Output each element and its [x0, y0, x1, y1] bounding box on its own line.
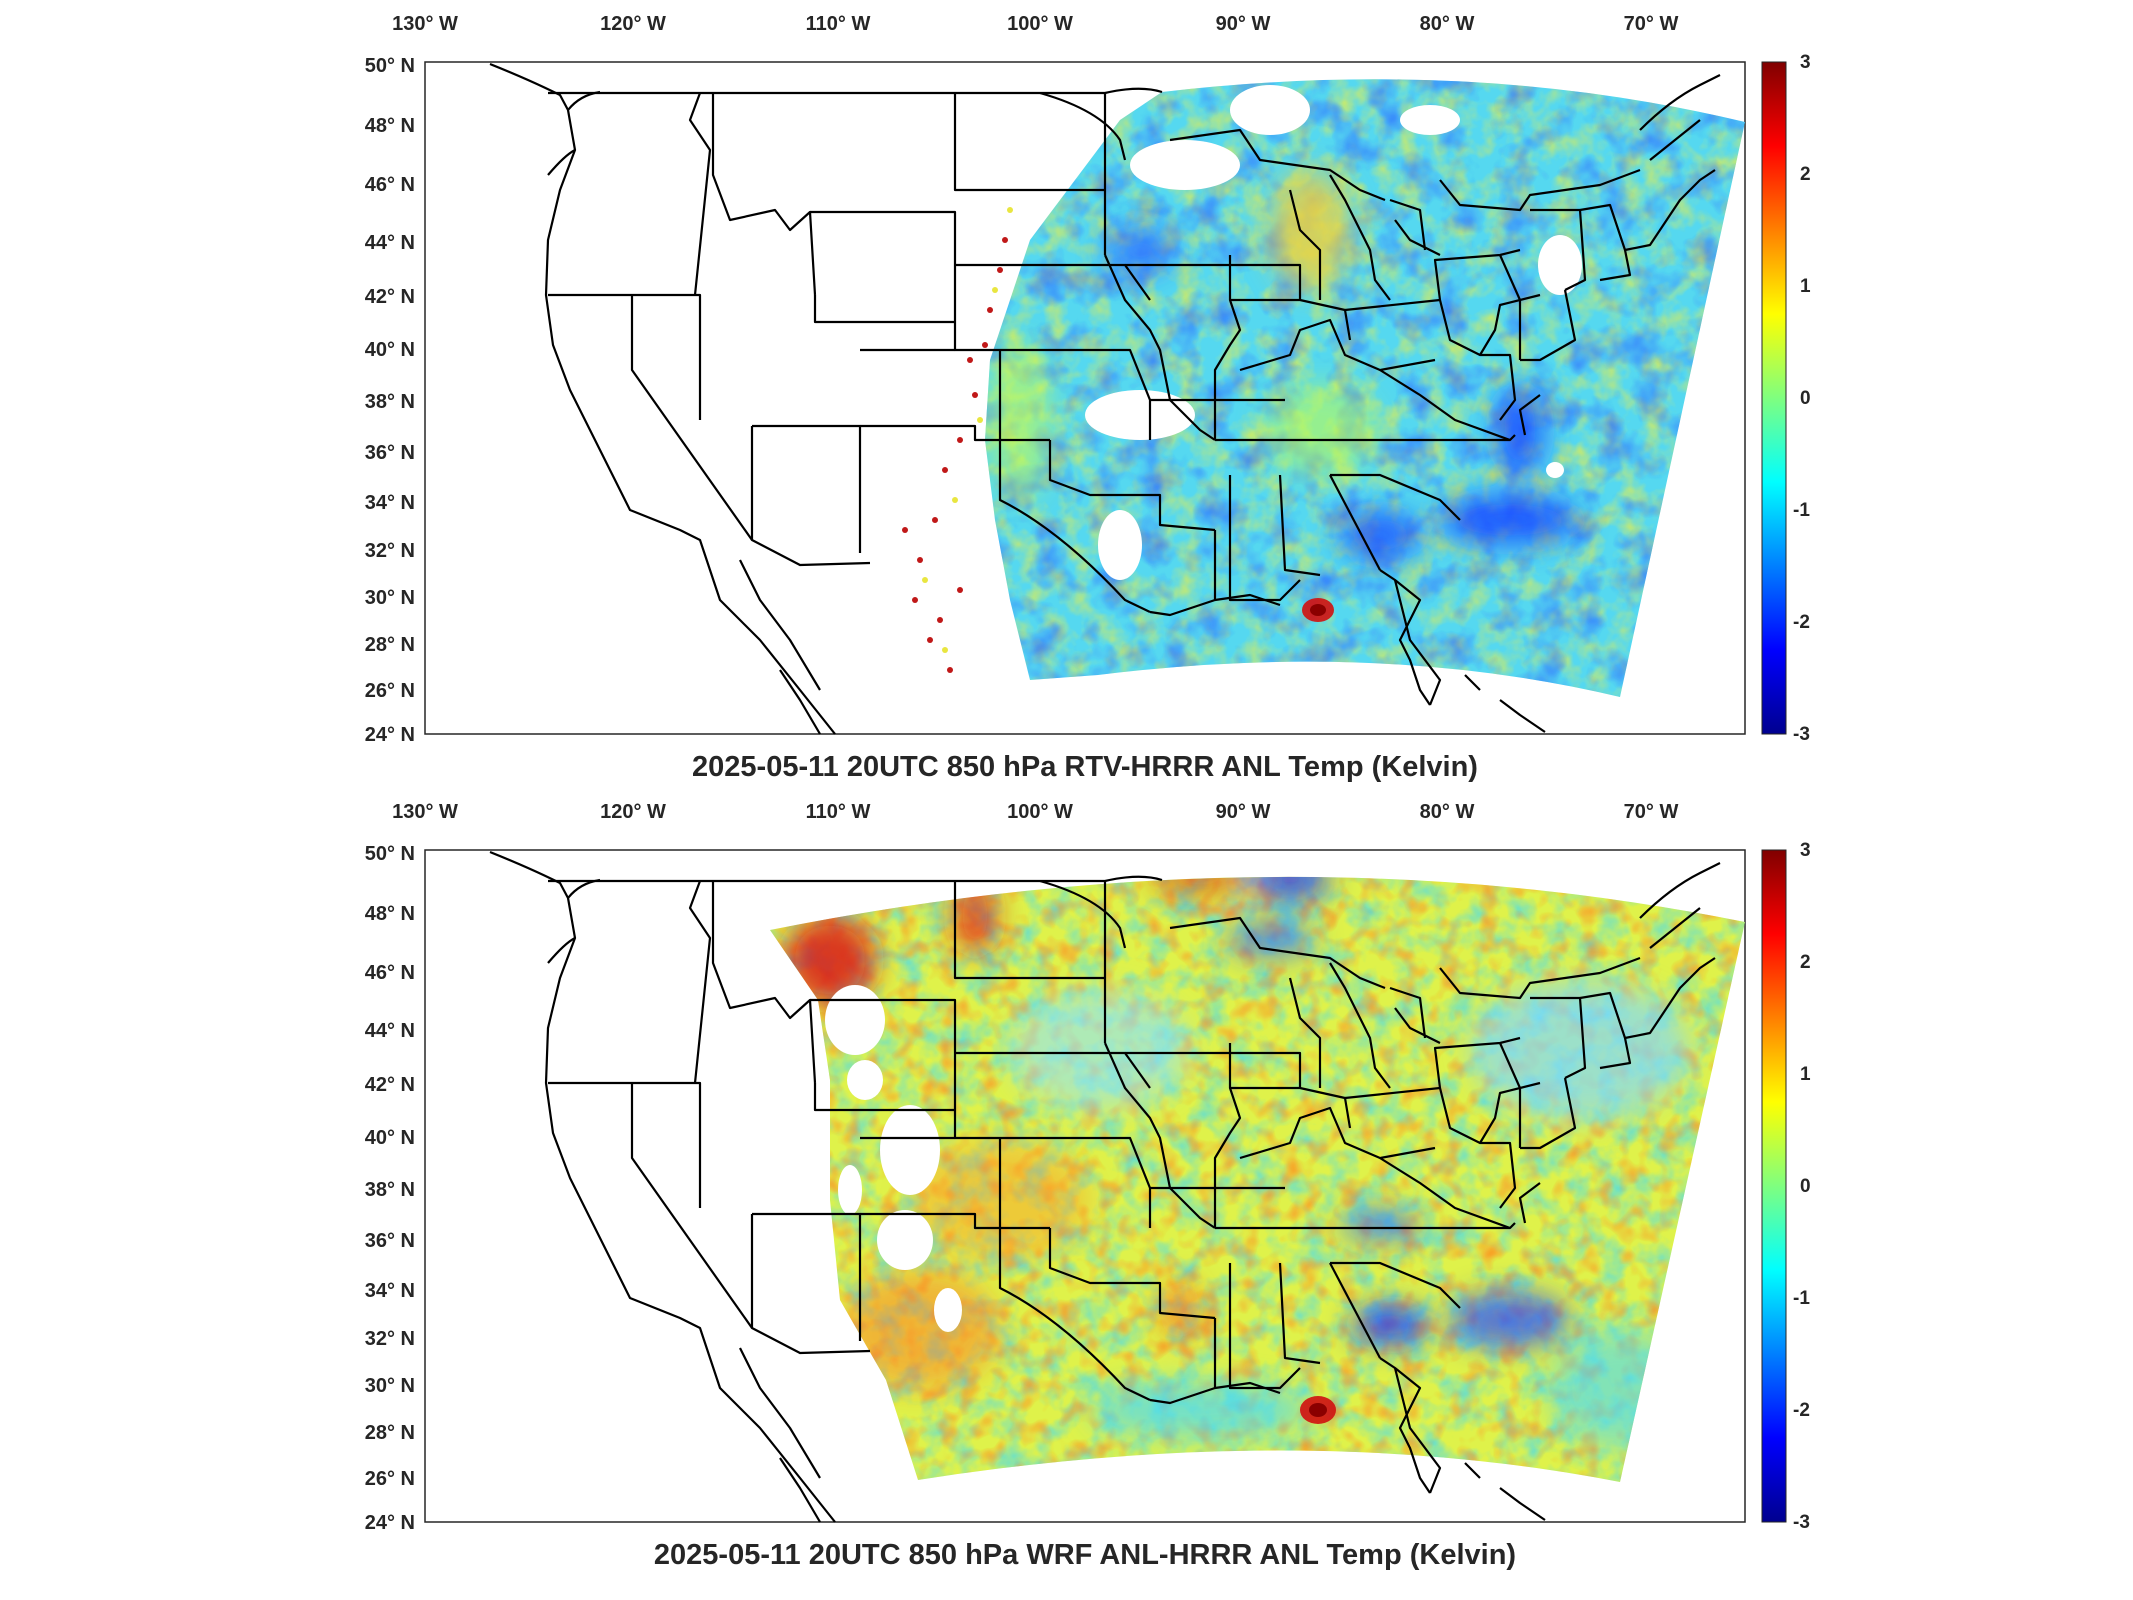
temperature-field-top — [985, 79, 1745, 697]
cb-tick-2-bottom: 2 — [1800, 952, 1811, 973]
lat-label: 42° N — [365, 1074, 415, 1096]
lat-labels-bottom: 50° N 48° N 46° N 44° N 42° N 40° N 38° … — [365, 843, 415, 1534]
colorbar-ticks-bottom: 3 2 1 0 -1 -2 -3 — [1793, 840, 1811, 1533]
cb-tick-m2-bottom: -2 — [1793, 1400, 1810, 1421]
cb-tick-0-bottom: 0 — [1800, 1176, 1811, 1197]
cb-tick-m2-top: -2 — [1793, 612, 1810, 633]
lon-label: 110° W — [806, 801, 871, 823]
panel-title-top: 2025-05-11 20UTC 850 hPa RTV-HRRR ANL Te… — [692, 751, 1478, 783]
boundaries-top — [489, 62, 1721, 735]
lat-label: 36° N — [365, 442, 415, 464]
lat-label: 28° N — [365, 1422, 415, 1444]
panel-title-bottom: 2025-05-11 20UTC 850 hPa WRF ANL-HRRR AN… — [654, 1539, 1516, 1571]
colorbar-ticks-top: 3 2 1 0 -1 -2 -3 — [1793, 52, 1811, 745]
lon-label: 80° W — [1420, 13, 1475, 35]
lat-label: 46° N — [365, 174, 415, 196]
lat-label: 36° N — [365, 1230, 415, 1252]
lon-label: 80° W — [1420, 801, 1475, 823]
cb-tick-m3-bottom: -3 — [1793, 1512, 1810, 1533]
lon-label: 130° W — [392, 801, 458, 823]
cb-tick-1-bottom: 1 — [1800, 1064, 1811, 1085]
lat-label: 34° N — [365, 1280, 415, 1302]
cb-tick-0-top: 0 — [1800, 388, 1811, 409]
lat-label: 38° N — [365, 391, 415, 413]
lat-label: 24° N — [365, 1512, 415, 1534]
cb-tick-m1-bottom: -1 — [1793, 1288, 1810, 1309]
temperature-field-bottom — [770, 876, 1745, 1482]
cb-tick-3-top: 3 — [1800, 52, 1811, 73]
lon-label: 100° W — [1007, 801, 1073, 823]
lon-label: 130° W — [392, 13, 458, 35]
lat-label: 44° N — [365, 232, 415, 254]
colorbar-top — [1761, 61, 1787, 735]
lat-label: 40° N — [365, 339, 415, 361]
lat-label: 32° N — [365, 1328, 415, 1350]
station-dots-top — [902, 237, 1008, 673]
lat-label: 40° N — [365, 1127, 415, 1149]
lat-label: 46° N — [365, 962, 415, 984]
cb-tick-1-top: 1 — [1800, 276, 1811, 297]
lat-label: 48° N — [365, 115, 415, 137]
cb-tick-3-bottom: 3 — [1800, 840, 1811, 861]
lon-label: 70° W — [1624, 13, 1679, 35]
lat-label: 34° N — [365, 492, 415, 514]
lon-label: 90° W — [1216, 13, 1271, 35]
lon-label: 90° W — [1216, 801, 1271, 823]
cb-tick-m1-top: -1 — [1793, 500, 1810, 521]
lat-label: 28° N — [365, 634, 415, 656]
lat-label: 30° N — [365, 587, 415, 609]
lon-label: 120° W — [600, 13, 666, 35]
lon-labels-top: 130° W 120° W 110° W 100° W 90° W 80° W … — [392, 13, 1678, 35]
lat-label: 38° N — [365, 1179, 415, 1201]
cb-tick-m3-top: -3 — [1793, 724, 1810, 745]
lon-label: 100° W — [1007, 13, 1073, 35]
lat-label: 50° N — [365, 55, 415, 77]
lat-label: 30° N — [365, 1375, 415, 1397]
panel-bottom: 3 2 1 0 -1 -2 -3 130° W 120° W 110° W 10… — [365, 801, 1811, 1571]
lat-label: 44° N — [365, 1020, 415, 1042]
panel-top: 3 2 1 0 -1 -2 -3 130° W 120° W 110° W 10… — [365, 13, 1811, 783]
lat-label: 32° N — [365, 540, 415, 562]
lat-label: 26° N — [365, 1468, 415, 1490]
lon-labels-bottom: 130° W 120° W 110° W 100° W 90° W 80° W … — [392, 801, 1678, 823]
lat-label: 26° N — [365, 680, 415, 702]
lat-label: 42° N — [365, 286, 415, 308]
lon-label: 110° W — [806, 13, 871, 35]
lat-label: 50° N — [365, 843, 415, 865]
lon-label: 120° W — [600, 801, 666, 823]
lon-label: 70° W — [1624, 801, 1679, 823]
boundaries-bottom — [489, 850, 1721, 1523]
lat-labels-top: 50° N 48° N 46° N 44° N 42° N 40° N 38° … — [365, 55, 415, 746]
lat-label: 24° N — [365, 724, 415, 746]
lat-label: 48° N — [365, 903, 415, 925]
cb-tick-2-top: 2 — [1800, 164, 1811, 185]
colorbar-bottom — [1761, 849, 1787, 1523]
